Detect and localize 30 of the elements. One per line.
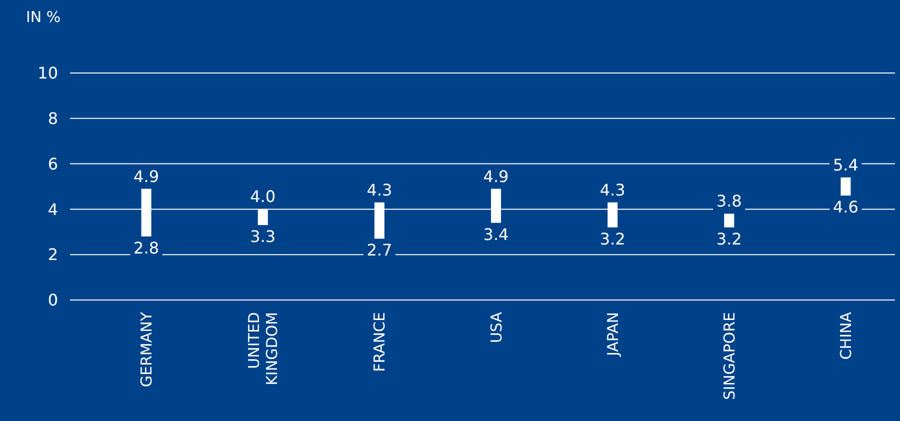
x-tick-label: SINGAPORE xyxy=(720,312,738,400)
annotation: 2.8 xyxy=(134,238,160,258)
y-axis-title: IN % xyxy=(26,8,61,26)
y-tick-label: 0 xyxy=(48,290,58,310)
x-tick-label: USA xyxy=(487,311,506,344)
y-tick-label: 4 xyxy=(48,200,58,219)
annotation: 3.4 xyxy=(483,224,509,244)
y-tick-label: 8 xyxy=(48,109,58,128)
bar xyxy=(840,177,851,196)
x-tick-label: UNITED KINGDOM xyxy=(245,312,282,386)
annotation: 3.8 xyxy=(716,192,742,211)
y-tick-label: 6 xyxy=(48,154,58,174)
annotation: 4.9 xyxy=(483,166,509,186)
annotation: 3.2 xyxy=(716,229,742,248)
y-tick-label: 10 xyxy=(38,64,58,83)
annotation: 5.4 xyxy=(832,155,858,174)
annotation: 4.3 xyxy=(366,180,392,200)
x-tick-label: GERMANY xyxy=(138,311,156,388)
y-tick-label: 2 xyxy=(48,245,58,264)
annotation: 3.2 xyxy=(600,229,626,248)
annotation: 2.7 xyxy=(366,240,392,260)
annotation: 3.3 xyxy=(250,227,276,246)
annotation: 4.6 xyxy=(832,198,858,217)
bar xyxy=(724,214,734,228)
x-tick-label: JAPAN xyxy=(604,312,622,357)
annotation: 4.3 xyxy=(600,180,626,200)
x-tick-label: CHINA xyxy=(836,311,855,360)
annotation: 4.0 xyxy=(250,187,276,206)
x-tick-label: FRANCE xyxy=(370,312,389,372)
annotation: 4.9 xyxy=(134,166,160,186)
